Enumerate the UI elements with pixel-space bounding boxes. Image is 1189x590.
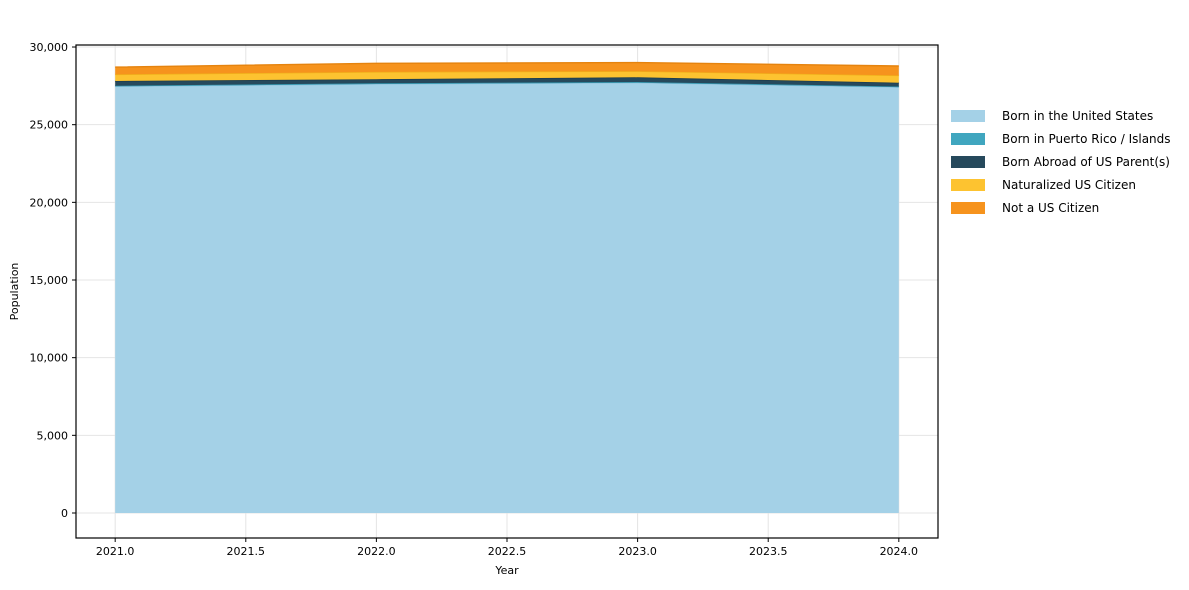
legend-swatch-icon — [951, 178, 985, 191]
y-tick-label: 15,000 — [30, 274, 69, 287]
legend-label: Born Abroad of US Parent(s) — [1002, 154, 1170, 169]
x-tick-label: 2022.0 — [357, 545, 396, 558]
axis-ticks — [72, 46, 900, 542]
legend-swatch-icon — [951, 201, 985, 214]
legend-item-2: Born Abroad of US Parent(s) — [951, 150, 1171, 173]
area-series-3 — [115, 71, 899, 83]
legend-label: Naturalized US Citizen — [1002, 177, 1136, 192]
y-tick-label: 25,000 — [30, 119, 69, 132]
x-tick-label: 2021.5 — [227, 545, 266, 558]
y-tick-label: 5,000 — [37, 429, 69, 442]
tick-labels: 2021.0 2021.5 2022.0 2022.5 2023.0 2023.5 2024… — [30, 41, 919, 558]
stacked-areas — [115, 61, 899, 513]
x-tick-label: 2024.0 — [880, 545, 919, 558]
legend-swatch-icon — [951, 109, 985, 122]
legend: Born in the United States Born in Puerto … — [951, 104, 1171, 219]
legend-label: Born in the United States — [1002, 108, 1154, 123]
y-axis-label: Population — [8, 263, 21, 321]
x-tick-label: 2023.0 — [618, 545, 657, 558]
area-edge-series-4 — [115, 61, 899, 68]
area-series-2 — [115, 77, 899, 87]
legend-item-0: Born in the United States — [951, 104, 1171, 127]
legend-label: Not a US Citizen — [1002, 200, 1100, 215]
x-tick-label: 2021.0 — [96, 545, 135, 558]
area-series-0 — [115, 82, 899, 513]
x-tick-label: 2022.5 — [488, 545, 527, 558]
legend-item-4: Not a US Citizen — [951, 196, 1171, 219]
y-tick-label: 30,000 — [30, 41, 69, 54]
area-series-4 — [115, 62, 899, 76]
area-edge-series-3 — [115, 70, 899, 77]
legend-swatch-icon — [951, 155, 985, 168]
x-axis-label: Year — [494, 564, 519, 577]
legend-item-3: Naturalized US Citizen — [951, 173, 1171, 196]
y-tick-label: 20,000 — [30, 196, 69, 209]
y-tick-label: 10,000 — [30, 352, 69, 365]
legend-item-1: Born in Puerto Rico / Islands — [951, 127, 1171, 150]
legend-label: Born in Puerto Rico / Islands — [1002, 131, 1171, 146]
legend-swatch-icon — [951, 132, 985, 145]
x-tick-label: 2023.5 — [749, 545, 788, 558]
y-tick-label: 0 — [61, 507, 68, 520]
